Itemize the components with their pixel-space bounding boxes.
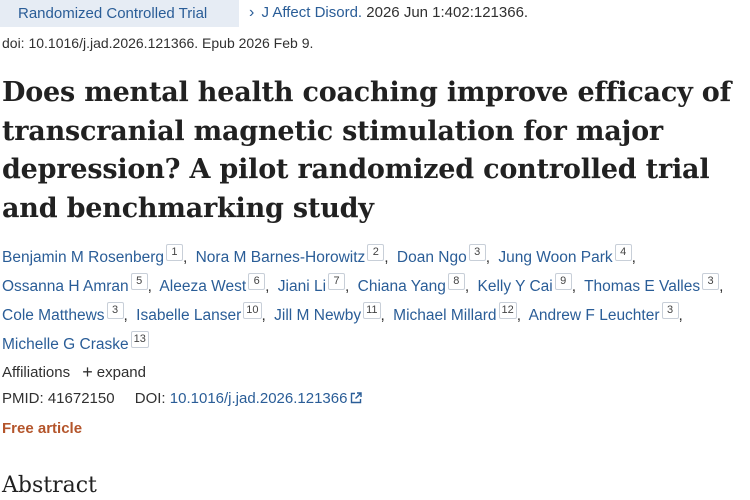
- author-separator: ,: [678, 307, 683, 324]
- affiliation-number-button[interactable]: 7: [328, 273, 346, 290]
- author-item: Doan Ngo 3,: [396, 244, 494, 266]
- doi-epub-line: doi: 10.1016/j.jad.2026.121366. Epub 202…: [2, 35, 314, 51]
- author-name-link[interactable]: Jung Woon Park: [498, 249, 613, 266]
- author-item: Cole Matthews 3,: [2, 302, 132, 324]
- author-name-link[interactable]: Benjamin M Rosenberg: [2, 249, 164, 266]
- affiliation-number-button[interactable]: 13: [130, 331, 149, 348]
- plus-icon: +: [82, 362, 93, 382]
- author-name-link[interactable]: Kelly Y Cai: [477, 278, 553, 295]
- author-name-link[interactable]: Isabelle Lanser: [136, 307, 242, 324]
- author-separator: ,: [516, 307, 522, 324]
- author-name-link[interactable]: Nora M Barnes-Horowitz: [195, 249, 366, 266]
- affiliations-row: Affiliations + expand: [2, 361, 146, 382]
- journal-link[interactable]: J Affect Disord.: [261, 4, 363, 21]
- affiliation-number-button[interactable]: 8: [447, 273, 465, 290]
- author-item: Benjamin M Rosenberg 1,: [2, 244, 191, 266]
- affiliations-label: Affiliations: [2, 364, 71, 381]
- affiliation-number-button[interactable]: 3: [702, 273, 720, 290]
- author-separator: ,: [147, 278, 152, 295]
- author-separator: ,: [485, 249, 491, 266]
- citation-text: 2026 Jun 1:402:121366.: [366, 4, 529, 21]
- publication-type-link[interactable]: Randomized Controlled Trial: [0, 0, 239, 27]
- affiliation-number-button[interactable]: 3: [468, 244, 486, 261]
- affiliation-number-button[interactable]: 3: [106, 302, 124, 319]
- affiliation-number-button[interactable]: 2: [367, 244, 385, 261]
- doi-label: DOI:: [134, 390, 166, 407]
- author-item: Chiana Yang 8,: [357, 273, 474, 295]
- affiliation-number-button[interactable]: 3: [661, 302, 679, 319]
- author-separator: ,: [719, 278, 724, 295]
- identifiers-row: PMID: 41672150 DOI: 10.1016/j.jad.2026.1…: [2, 390, 363, 407]
- affiliation-number-button[interactable]: 1: [165, 244, 183, 261]
- author-name-link[interactable]: Thomas E Valles: [584, 278, 701, 295]
- author-item: Thomas E Valles 3,: [584, 273, 727, 295]
- chevron-right-icon: ›: [249, 4, 255, 21]
- author-item: Andrew F Leuchter 3,: [528, 302, 687, 324]
- author-separator: ,: [265, 278, 270, 295]
- author-name-link[interactable]: Jiani Li: [277, 278, 327, 295]
- author-item: Jiani Li 7,: [277, 273, 354, 295]
- author-separator: ,: [571, 278, 577, 295]
- author-separator: ,: [182, 249, 188, 266]
- external-link-icon: [351, 392, 363, 404]
- affiliation-number-button[interactable]: 6: [248, 273, 266, 290]
- author-item: Jung Woon Park 4,: [498, 244, 640, 266]
- affiliation-number-button[interactable]: 11: [363, 302, 381, 319]
- affiliation-number-button[interactable]: 9: [554, 273, 572, 290]
- author-separator: ,: [380, 307, 385, 324]
- affiliation-number-button[interactable]: 5: [130, 273, 148, 290]
- author-item: Ossanna H Amran 5,: [2, 273, 156, 295]
- free-article-badge: Free article: [2, 420, 83, 437]
- author-name-link[interactable]: Jill M Newby: [274, 307, 362, 324]
- author-name-link[interactable]: Doan Ngo: [396, 249, 467, 266]
- author-separator: ,: [345, 278, 350, 295]
- author-separator: ,: [631, 249, 636, 266]
- author-separator: ,: [384, 249, 389, 266]
- affiliation-number-button[interactable]: 10: [243, 302, 262, 319]
- author-item: Jill M Newby 11,: [274, 302, 389, 324]
- author-name-link[interactable]: Cole Matthews: [2, 307, 105, 324]
- author-name-link[interactable]: Ossanna H Amran: [2, 278, 129, 295]
- doi-link[interactable]: 10.1016/j.jad.2026.121366: [170, 390, 363, 407]
- author-separator: ,: [464, 278, 470, 295]
- author-item: Michelle G Craske 13: [2, 331, 149, 353]
- article-title: Does mental health coaching improve effi…: [2, 77, 732, 224]
- affiliation-number-button[interactable]: 12: [498, 302, 517, 319]
- author-item: Nora M Barnes-Horowitz 2,: [195, 244, 393, 266]
- pmid-label: PMID:: [2, 390, 44, 407]
- author-item: Kelly Y Cai 9,: [477, 273, 580, 295]
- author-item: Michael Millard 12,: [393, 302, 525, 324]
- pmid-value: 41672150: [47, 390, 115, 407]
- author-item: Aleeza West 6,: [159, 273, 273, 295]
- author-list: Benjamin M Rosenberg 1, Nora M Barnes-Hor…: [2, 243, 747, 359]
- author-item: Isabelle Lanser 10,: [136, 302, 270, 324]
- author-name-link[interactable]: Chiana Yang: [357, 278, 446, 295]
- abstract-heading: Abstract: [2, 473, 97, 498]
- author-name-link[interactable]: Michael Millard: [393, 307, 497, 324]
- expand-label: expand: [96, 364, 146, 381]
- journal-citation: › J Affect Disord. 2026 Jun 1:402:121366…: [249, 4, 528, 22]
- author-name-link[interactable]: Andrew F Leuchter: [528, 307, 660, 324]
- author-name-link[interactable]: Michelle G Craske: [2, 336, 129, 353]
- affiliation-number-button[interactable]: 4: [614, 244, 632, 261]
- author-separator: ,: [123, 307, 128, 324]
- author-name-link[interactable]: Aleeza West: [159, 278, 247, 295]
- expand-affiliations-button[interactable]: + expand: [82, 362, 146, 382]
- doi-link-text: 10.1016/j.jad.2026.121366: [169, 390, 348, 407]
- author-separator: ,: [261, 307, 266, 324]
